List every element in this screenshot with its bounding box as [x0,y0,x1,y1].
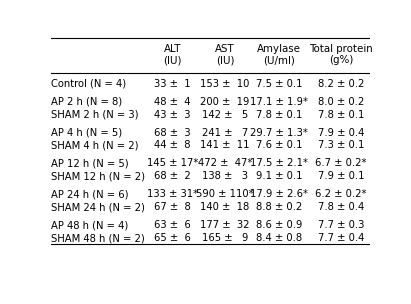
Text: 63 ±  6: 63 ± 6 [154,220,191,230]
Text: SHAM 4 h (N = 2): SHAM 4 h (N = 2) [51,140,139,150]
Text: SHAM 2 h (N = 3): SHAM 2 h (N = 3) [51,109,139,119]
Text: 7.7 ± 0.3: 7.7 ± 0.3 [318,220,365,230]
Text: 9.1 ± 0.1: 9.1 ± 0.1 [256,171,302,181]
Text: Control (N = 4): Control (N = 4) [51,79,127,88]
Text: 68 ±  3: 68 ± 3 [154,128,191,137]
Text: SHAM 48 h (N = 2): SHAM 48 h (N = 2) [51,233,145,243]
Text: AP 48 h (N = 4): AP 48 h (N = 4) [51,220,129,230]
Text: SHAM 24 h (N = 2): SHAM 24 h (N = 2) [51,202,145,212]
Text: 200 ±  19: 200 ± 19 [200,97,249,107]
Text: 44 ±  8: 44 ± 8 [154,140,191,150]
Text: 65 ±  6: 65 ± 6 [154,233,191,243]
Text: Total protein
(g%): Total protein (g%) [309,43,373,65]
Text: 8.0 ± 0.2: 8.0 ± 0.2 [318,97,365,107]
Text: AP 24 h (N = 6): AP 24 h (N = 6) [51,189,129,199]
Text: 177 ±  32: 177 ± 32 [200,220,250,230]
Text: 29.7 ± 1.3*: 29.7 ± 1.3* [250,128,308,137]
Text: AP 12 h (N = 5): AP 12 h (N = 5) [51,158,129,168]
Text: 7.9 ± 0.1: 7.9 ± 0.1 [318,171,365,181]
Text: 17.5 ± 2.1*: 17.5 ± 2.1* [250,158,308,168]
Text: AP 4 h (N = 5): AP 4 h (N = 5) [51,128,122,137]
Text: 7.8 ± 0.4: 7.8 ± 0.4 [318,202,365,212]
Text: 140 ±  18: 140 ± 18 [200,202,249,212]
Text: 17.9 ± 2.6*: 17.9 ± 2.6* [250,189,308,199]
Text: SHAM 12 h (N = 2): SHAM 12 h (N = 2) [51,171,145,181]
Text: 241 ±   7: 241 ± 7 [202,128,248,137]
Text: AP 2 h (N = 8): AP 2 h (N = 8) [51,97,122,107]
Text: 7.8 ± 0.1: 7.8 ± 0.1 [256,109,302,119]
Text: 48 ±  4: 48 ± 4 [154,97,191,107]
Text: 7.7 ± 0.4: 7.7 ± 0.4 [318,233,365,243]
Text: 8.6 ± 0.9: 8.6 ± 0.9 [256,220,302,230]
Text: 472 ±  47*: 472 ± 47* [198,158,252,168]
Text: 7.9 ± 0.4: 7.9 ± 0.4 [318,128,365,137]
Text: 43 ±  3: 43 ± 3 [154,109,191,119]
Text: 6.7 ± 0.2*: 6.7 ± 0.2* [316,158,367,168]
Text: 68 ±  2: 68 ± 2 [154,171,191,181]
Text: Amylase
(U/ml): Amylase (U/ml) [257,43,301,65]
Text: 6.2 ± 0.2*: 6.2 ± 0.2* [316,189,367,199]
Text: 165 ±   9: 165 ± 9 [202,233,248,243]
Text: 8.2 ± 0.2: 8.2 ± 0.2 [318,79,365,88]
Text: ALT
(IU): ALT (IU) [163,43,182,65]
Text: 138 ±   3: 138 ± 3 [202,171,248,181]
Text: 590 ± 110*: 590 ± 110* [196,189,254,199]
Text: 7.8 ± 0.1: 7.8 ± 0.1 [318,109,365,119]
Text: AST
(IU): AST (IU) [215,43,235,65]
Text: 153 ±  10: 153 ± 10 [200,79,249,88]
Text: 7.3 ± 0.1: 7.3 ± 0.1 [318,140,365,150]
Text: 67 ±  8: 67 ± 8 [154,202,191,212]
Text: 8.4 ± 0.8: 8.4 ± 0.8 [256,233,302,243]
Text: 141 ±  11: 141 ± 11 [200,140,250,150]
Text: 7.5 ± 0.1: 7.5 ± 0.1 [256,79,302,88]
Text: 17.1 ± 1.9*: 17.1 ± 1.9* [250,97,308,107]
Text: 8.8 ± 0.2: 8.8 ± 0.2 [256,202,302,212]
Text: 33 ±  1: 33 ± 1 [154,79,191,88]
Text: 7.6 ± 0.1: 7.6 ± 0.1 [256,140,302,150]
Text: 142 ±   5: 142 ± 5 [202,109,248,119]
Text: 145 ± 17*: 145 ± 17* [147,158,198,168]
Text: 133 ± 31*: 133 ± 31* [147,189,198,199]
